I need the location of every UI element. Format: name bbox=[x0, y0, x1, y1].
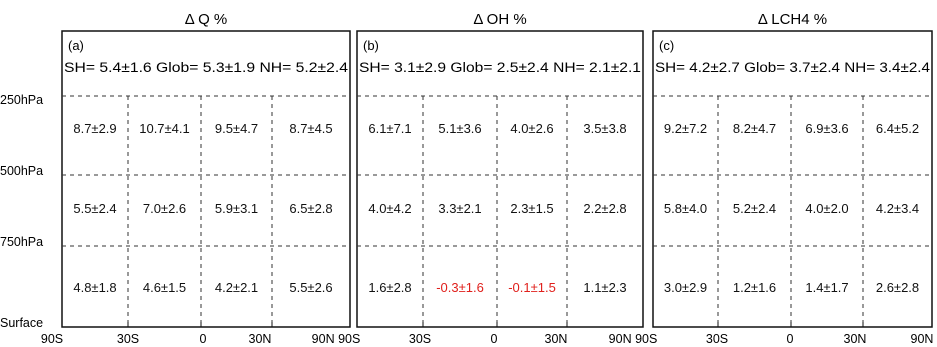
panel-a-summary: SH= 5.4±1.6 Glob= 5.3±1.9 NH= 5.2±2.4 bbox=[64, 60, 349, 75]
panel-a-cell-r1-c0: 5.5±2.4 bbox=[73, 201, 116, 216]
panel-b-cell-r0-c2: 4.0±2.6 bbox=[510, 121, 553, 136]
x-tick-a-30n: 30N bbox=[249, 332, 272, 346]
panel-c-cell-r1-c3: 4.2±3.4 bbox=[876, 201, 919, 216]
panel-a-cell-r1-c1: 7.0±2.6 bbox=[143, 201, 186, 216]
panel-b-cell-r0-c1: 5.1±3.6 bbox=[438, 121, 481, 136]
panel-b-cell-r2-c3: 1.1±2.3 bbox=[583, 280, 626, 295]
y-label-750hpa: 750hPa bbox=[0, 235, 43, 249]
panel-a-cell-r0-c1: 10.7±4.1 bbox=[139, 121, 190, 136]
panel-c-frame bbox=[652, 30, 933, 328]
panel-c-cell-r2-c1: 1.2±1.6 bbox=[733, 280, 776, 295]
panel-a-cell-r0-c2: 9.5±4.7 bbox=[215, 121, 258, 136]
x-tick-a-0: 0 bbox=[200, 332, 207, 346]
panel-c-cell-r1-c0: 5.8±4.0 bbox=[664, 201, 707, 216]
panel-a-cell-r1-c2: 5.9±3.1 bbox=[215, 201, 258, 216]
panel-b-cell-r0-c3: 3.5±3.8 bbox=[583, 121, 626, 136]
y-label-500hpa: 500hPa bbox=[0, 164, 43, 178]
x-tick-c-90n: 90N bbox=[911, 332, 934, 346]
panel-c-label: (c) bbox=[659, 38, 674, 53]
panel-b-cell-r2-c1: -0.3±1.6 bbox=[436, 280, 484, 295]
x-tick-c-30n: 30N bbox=[844, 332, 867, 346]
panel-b-cell-r2-c0: 1.6±2.8 bbox=[368, 280, 411, 295]
panel-c-title: Δ LCH4 % bbox=[758, 11, 827, 28]
panel-c-summary: SH= 4.2±2.7 Glob= 3.7±2.4 NH= 3.4±2.4 bbox=[655, 60, 931, 75]
panel-c-cell-r0-c2: 6.9±3.6 bbox=[805, 121, 848, 136]
x-tick-a-30s: 30S bbox=[117, 332, 139, 346]
panel-c-cell-r2-c0: 3.0±2.9 bbox=[664, 280, 707, 295]
panel-b-title: Δ OH % bbox=[473, 11, 526, 28]
x-tick-a-90n-b-90s: 90N 90S bbox=[312, 332, 361, 346]
panel-b-label: (b) bbox=[363, 38, 379, 53]
panel-b-cell-r0-c0: 6.1±7.1 bbox=[368, 121, 411, 136]
x-tick-b-30n: 30N bbox=[545, 332, 568, 346]
panel-b-cell-r2-c2: -0.1±1.5 bbox=[508, 280, 556, 295]
panel-c-cell-r0-c1: 8.2±4.7 bbox=[733, 121, 776, 136]
panels: Δ Q % (a) SH= 5.4±1.6 Glob= 5.3±1.9 NH= 5.… bbox=[61, 11, 933, 328]
x-tick-c-0: 0 bbox=[787, 332, 794, 346]
y-label-surface: Surface bbox=[0, 316, 43, 330]
panel-b-cell-r1-c3: 2.2±2.8 bbox=[583, 201, 626, 216]
panel-b-frame bbox=[356, 30, 644, 328]
panel-c-cell-r2-c2: 1.4±1.7 bbox=[805, 280, 848, 295]
panel-a-label: (a) bbox=[68, 38, 84, 53]
panel-a-cell-r2-c1: 4.6±1.5 bbox=[143, 280, 186, 295]
panel-a-frame bbox=[61, 30, 351, 328]
y-label-250hpa: 250hPa bbox=[0, 93, 43, 107]
panel-c-cell-r0-c3: 6.4±5.2 bbox=[876, 121, 919, 136]
panel-c-cell-r1-c2: 4.0±2.0 bbox=[805, 201, 848, 216]
panel-b-summary: SH= 3.1±2.9 Glob= 2.5±2.4 NH= 2.1±2.1 bbox=[359, 60, 641, 75]
x-tick-b-0: 0 bbox=[491, 332, 498, 346]
panel-b-cell-r1-c2: 2.3±1.5 bbox=[510, 201, 553, 216]
panel-b-cell-r1-c0: 4.0±4.2 bbox=[368, 201, 411, 216]
panel-a-cell-r0-c0: 8.7±2.9 bbox=[73, 121, 116, 136]
panel-a-cell-r2-c2: 4.2±2.1 bbox=[215, 280, 258, 295]
panel-a-cell-r2-c3: 5.5±2.6 bbox=[289, 280, 332, 295]
panel-c-cell-r1-c1: 5.2±2.4 bbox=[733, 201, 776, 216]
x-tick-a-90s: 90S bbox=[41, 332, 63, 346]
panel-c-cell-r2-c3: 2.6±2.8 bbox=[876, 280, 919, 295]
panel-a-cell-r0-c3: 8.7±4.5 bbox=[289, 121, 332, 136]
panel-b-cell-r1-c1: 3.3±2.1 bbox=[438, 201, 481, 216]
panel-a-cell-r2-c0: 4.8±1.8 bbox=[73, 280, 116, 295]
x-tick-c-30s: 30S bbox=[706, 332, 728, 346]
x-tick-b-90n-c-90s: 90N 90S bbox=[609, 332, 658, 346]
panel-a-title: Δ Q % bbox=[185, 11, 228, 28]
panel-a-cell-r1-c3: 6.5±2.8 bbox=[289, 201, 332, 216]
panel-c-cell-r0-c0: 9.2±7.2 bbox=[664, 121, 707, 136]
x-tick-b-30s: 30S bbox=[409, 332, 431, 346]
